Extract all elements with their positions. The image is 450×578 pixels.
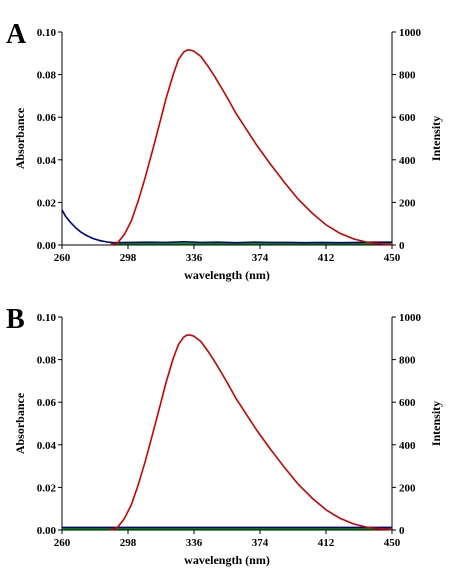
- x-tick-label: 412: [318, 537, 335, 549]
- y-left-tick-label: 0.08: [37, 70, 57, 82]
- y-right-tick-label: 200: [399, 482, 416, 494]
- x-tick-label: 260: [54, 252, 71, 264]
- y-right-tick-label: 800: [399, 355, 416, 367]
- y-left-tick-label: 0.04: [37, 155, 57, 167]
- series-line-0: [110, 334, 393, 531]
- y-left-tick-label: 0.10: [37, 27, 57, 39]
- x-tick-label: 450: [384, 252, 401, 264]
- y-right-tick-label: 1000: [399, 312, 422, 324]
- x-tick-label: 336: [186, 537, 203, 549]
- y-right-tick-label: 400: [399, 155, 416, 167]
- y-right-tick-label: 800: [399, 70, 416, 82]
- y-left-tick-label: 0.02: [37, 197, 57, 209]
- x-tick-label: 336: [186, 252, 203, 264]
- y-left-tick-label: 0.00: [37, 525, 57, 537]
- y-right-tick-label: 200: [399, 197, 416, 209]
- chart-panel-a: A 260 298 336 374 412 450 0.00 0.02 0.04 0.06 0.08 0…: [6, 19, 443, 282]
- y-axis-title-left: Absorbance: [13, 107, 27, 169]
- x-axis-title: wavelength (nm): [184, 268, 270, 282]
- y-right-tick-label: 0: [399, 525, 405, 537]
- panel-label: A: [6, 19, 27, 50]
- y-axis-title-left: Absorbance: [13, 392, 27, 454]
- x-tick-label: 374: [252, 252, 269, 264]
- y-left-tick-label: 0.08: [37, 355, 57, 367]
- series-line-1: [61, 209, 392, 244]
- chart-panel-b: B 260 298 336 374 412 450 0.00 0.02 0.04 0.06 0.08 0…: [6, 304, 443, 567]
- y-left-tick-label: 0.06: [37, 112, 57, 124]
- series-line-0: [110, 49, 393, 246]
- y-left-tick-label: 0.00: [37, 240, 57, 252]
- y-right-tick-label: 600: [399, 112, 416, 124]
- y-left-tick-label: 0.06: [37, 397, 57, 409]
- y-right-tick-label: 400: [399, 440, 416, 452]
- y-right-tick-label: 1000: [399, 27, 422, 39]
- x-tick-label: 298: [120, 252, 137, 264]
- x-tick-label: 374: [252, 537, 269, 549]
- y-right-tick-label: 0: [399, 240, 405, 252]
- x-tick-label: 298: [120, 537, 137, 549]
- x-tick-label: 260: [54, 537, 71, 549]
- y-left-tick-label: 0.02: [37, 482, 57, 494]
- x-tick-label: 450: [384, 537, 401, 549]
- y-axis-title-right: Intensity: [429, 401, 443, 446]
- panel-label: B: [6, 304, 25, 335]
- x-tick-label: 412: [318, 252, 335, 264]
- y-axis-title-right: Intensity: [429, 116, 443, 161]
- y-right-tick-label: 600: [399, 397, 416, 409]
- y-left-tick-label: 0.10: [37, 312, 57, 324]
- y-left-tick-label: 0.04: [37, 440, 57, 452]
- x-axis-title: wavelength (nm): [184, 553, 270, 567]
